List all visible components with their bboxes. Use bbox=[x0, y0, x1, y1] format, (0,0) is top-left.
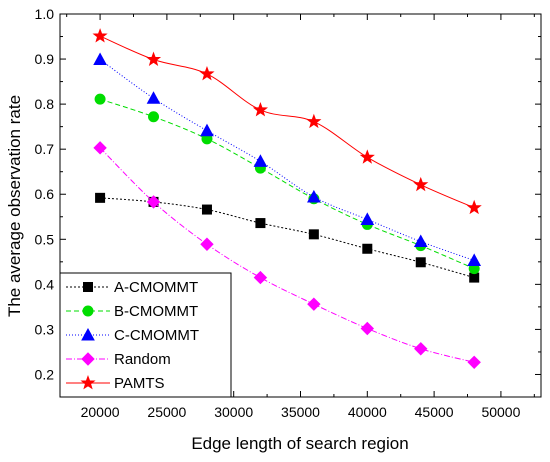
series-line bbox=[99, 147, 475, 363]
legend: A-CMOMMT B-CMOMMT C-CMOMMT Random PAMTS bbox=[59, 272, 232, 398]
data-point bbox=[253, 270, 268, 285]
x-tick-label: 30000 bbox=[214, 404, 253, 420]
x-tick-label: 45000 bbox=[415, 404, 454, 420]
legend-entry: C-CMOMMT bbox=[66, 327, 199, 344]
y-tick-label: 0.6 bbox=[35, 186, 55, 202]
y-tick-label: 1.0 bbox=[35, 6, 55, 22]
series-layer bbox=[92, 28, 482, 370]
data-point bbox=[200, 123, 214, 137]
data-point bbox=[414, 342, 428, 356]
legend-marker bbox=[82, 305, 94, 317]
x-tick-label: 20000 bbox=[81, 404, 120, 420]
legend-label: B-CMOMMT bbox=[114, 303, 198, 320]
data-point bbox=[466, 199, 482, 215]
y-axis-title: The average observation rate bbox=[5, 95, 24, 317]
data-point bbox=[255, 218, 266, 229]
data-point bbox=[146, 91, 161, 104]
data-point bbox=[306, 113, 322, 129]
data-point bbox=[415, 257, 426, 268]
y-tick-label: 0.9 bbox=[35, 51, 55, 67]
data-point bbox=[252, 102, 268, 117]
series-c-cmommt bbox=[93, 52, 482, 266]
data-point bbox=[469, 272, 480, 283]
y-tick-label: 0.7 bbox=[35, 141, 55, 157]
data-point bbox=[467, 355, 481, 370]
x-tick-label: 50000 bbox=[481, 404, 520, 420]
data-point bbox=[253, 154, 268, 167]
x-tick-label: 25000 bbox=[147, 404, 186, 420]
data-point bbox=[308, 229, 319, 240]
legend-label: C-CMOMMT bbox=[114, 327, 199, 344]
data-point bbox=[413, 176, 429, 192]
y-tick-label: 0.2 bbox=[35, 366, 55, 382]
legend-label: Random bbox=[114, 351, 171, 368]
data-point bbox=[145, 51, 162, 66]
data-point bbox=[146, 195, 161, 209]
legend-marker bbox=[81, 352, 95, 366]
x-tick-label: 35000 bbox=[281, 404, 320, 420]
y-tick-label: 0.5 bbox=[35, 231, 55, 247]
legend-marker bbox=[83, 282, 93, 292]
legend-entry: A-CMOMMT bbox=[66, 279, 198, 296]
x-axis: 20000 25000 30000 35000 40000 45000 50000 bbox=[66, 14, 535, 420]
data-point bbox=[360, 212, 375, 225]
data-point bbox=[148, 111, 160, 123]
series-line bbox=[99, 35, 475, 209]
x-axis-title: Edge length of search region bbox=[191, 434, 408, 453]
legend-entry: PAMTS bbox=[66, 375, 165, 392]
data-point bbox=[307, 189, 321, 203]
data-point bbox=[92, 28, 108, 43]
data-point bbox=[359, 149, 375, 164]
legend-marker bbox=[81, 327, 95, 341]
series-pamts bbox=[92, 28, 482, 215]
legend-label: PAMTS bbox=[114, 375, 165, 392]
data-point bbox=[93, 52, 107, 66]
data-point bbox=[201, 204, 212, 215]
data-point bbox=[362, 243, 373, 254]
data-point bbox=[200, 237, 214, 251]
legend-entry: Random bbox=[66, 351, 171, 368]
y-tick-label: 0.8 bbox=[35, 96, 55, 112]
data-point bbox=[95, 192, 106, 203]
data-point bbox=[360, 321, 375, 336]
legend-entry: B-CMOMMT bbox=[66, 303, 198, 320]
data-point bbox=[467, 253, 482, 266]
data-point bbox=[199, 65, 215, 81]
data-point bbox=[93, 141, 107, 155]
legend-label: A-CMOMMT bbox=[114, 279, 198, 296]
y-tick-label: 0.3 bbox=[35, 321, 55, 337]
legend-marker bbox=[80, 375, 96, 390]
data-point bbox=[307, 297, 321, 311]
x-tick-label: 40000 bbox=[348, 404, 387, 420]
data-point bbox=[94, 93, 106, 105]
y-tick-label: 0.4 bbox=[35, 276, 55, 292]
data-point bbox=[413, 234, 428, 248]
series-random bbox=[93, 141, 481, 370]
